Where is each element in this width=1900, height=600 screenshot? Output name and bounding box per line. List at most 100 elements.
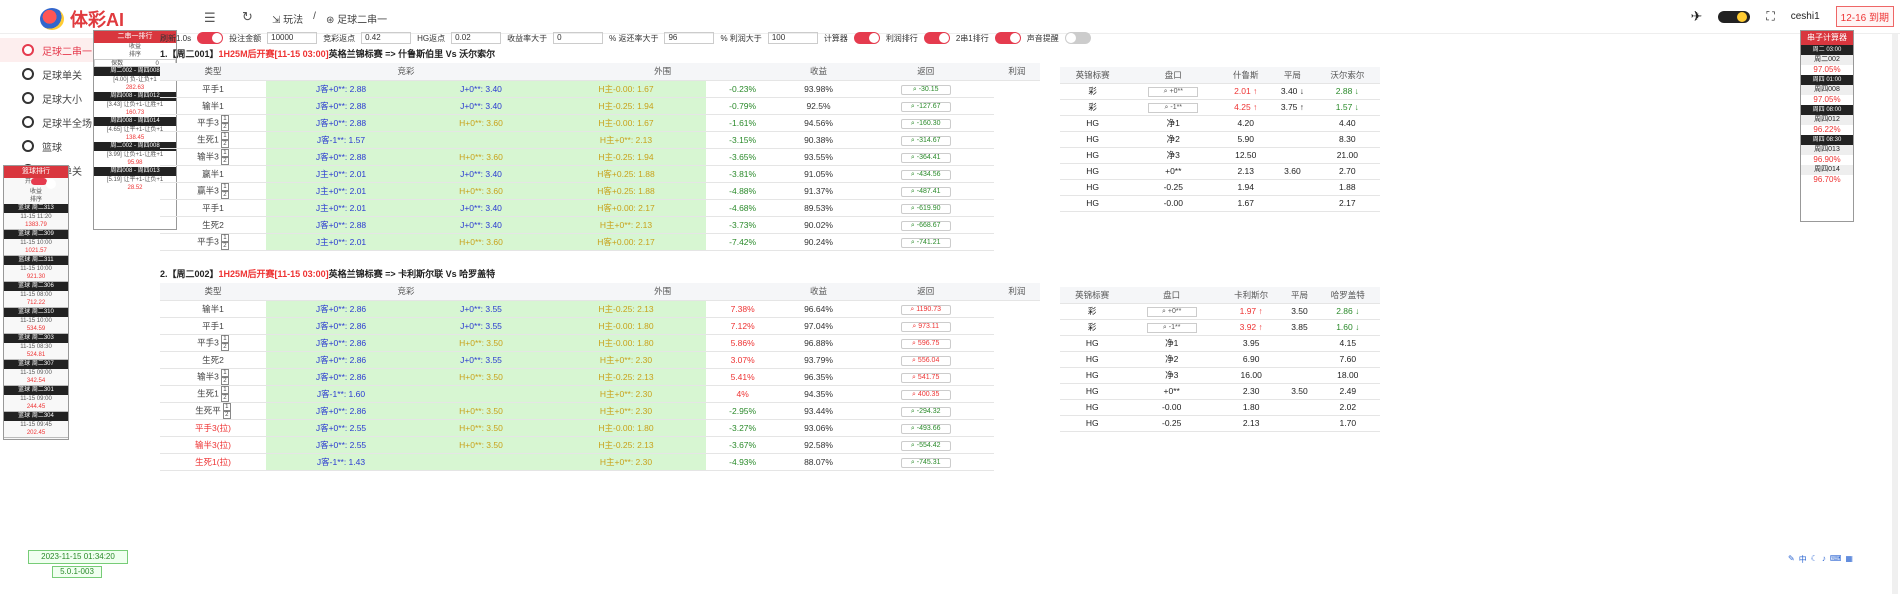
username[interactable]: ceshi1 <box>1790 11 1820 22</box>
rank-item[interactable]: 周四008 - 周四012 [3.43] 让负+1-让胜+1 160.73 <box>94 92 176 117</box>
moon-icon[interactable]: ☾ <box>1810 554 1818 563</box>
profit-value[interactable]: ⌕ -493.66 <box>900 423 951 434</box>
refresh-rate[interactable]: 刷新1.0s <box>160 33 192 43</box>
profit-value[interactable]: ⌕ 1190.73 <box>900 304 951 315</box>
odds-row[interactable]: HG 净2 6.90 7.60 <box>1060 351 1380 368</box>
calc-toggle[interactable] <box>853 32 880 44</box>
profit-value[interactable]: ⌕ -487.41 <box>900 186 951 197</box>
table-row[interactable]: 生死2 J客+0**: 2.88 J+0**: 3.40 H主+0**: 2.13 -3… <box>160 216 1040 234</box>
edit-icon[interactable]: ✎ <box>1788 554 1795 563</box>
profit-value[interactable]: ⌕ -314.67 <box>900 135 951 146</box>
table-row[interactable]: 输半3 1 2 J客+0**: 2.86 H+0**: 3.50 H主-0.25: 2.1… <box>160 368 1040 386</box>
toggle-switch[interactable] <box>31 178 56 189</box>
odds-row[interactable]: HG +0** 2.30 3.50 2.49 <box>1060 383 1380 400</box>
table-row[interactable]: 平手3 1 2 J客+0**: 2.86 H+0**: 3.50 H主-0.00: 1.8… <box>160 334 1040 352</box>
profit-value[interactable]: ⌕ -364.41 <box>900 152 951 163</box>
odds-row[interactable]: 彩 ⌕ -1** 4.25 ↑ 3.75 ↑ 1.57 ↓ <box>1060 99 1380 116</box>
bet-toggle[interactable] <box>197 32 224 44</box>
table-row[interactable]: 生死1 1 2 J客-1**: 1.60 H主+0**: 2.30 4% 94.35% ⌕ 4… <box>160 385 1040 403</box>
grid-icon[interactable]: ▦ <box>1845 554 1853 563</box>
rank-item[interactable]: 周二002 - 周四008 [4.00] 负-让负+1 282.63 <box>94 67 176 92</box>
profit-value[interactable]: ⌕ -619.90 <box>900 203 951 214</box>
profit-value[interactable]: ⌕ -745.31 <box>900 457 951 468</box>
rank-item[interactable]: 篮球 周二309 11-15 10:00 1021.57 <box>4 230 68 256</box>
odds-row[interactable]: HG -0.25 1.94 1.88 <box>1060 179 1380 196</box>
handicap-box[interactable]: ⌕ -1** <box>1146 323 1197 333</box>
fullscreen-icon[interactable]: ⛶ <box>1766 9 1775 23</box>
sound-toggle[interactable] <box>1064 32 1091 44</box>
rank-item[interactable]: 篮球 周二303 11-15 08:30 524.81 <box>4 334 68 360</box>
rank-item[interactable]: 篮球 周二310 11-15 10:00 534.59 <box>4 308 68 334</box>
table-row[interactable]: 平手3 1 2 J客+0**: 2.88 H+0**: 3.60 H主-0.00: 1.6… <box>160 114 1040 132</box>
hg-rebate-input[interactable]: 0.02 <box>451 32 502 44</box>
odds-row[interactable]: HG 净3 12.50 21.00 <box>1060 147 1380 164</box>
rank-item[interactable]: 篮球 周二311 11-15 10:00 921.30 <box>4 256 68 282</box>
profit-value[interactable]: ⌕ -554.42 <box>900 440 951 451</box>
table-row[interactable]: 输半3 1 2 J客+0**: 2.88 H+0**: 3.60 H主-0.25: 1.9… <box>160 148 1040 166</box>
profit-value[interactable]: ⌕ -30.15 <box>900 84 951 95</box>
profit-value[interactable]: ⌕ 596.75 <box>900 338 951 349</box>
profit-value[interactable]: ⌕ -741.21 <box>900 237 951 248</box>
profit-value[interactable]: ⌕ -434.56 <box>900 169 951 180</box>
odds-row[interactable]: HG 净1 3.95 4.15 <box>1060 335 1380 352</box>
profit-input[interactable]: 0 <box>553 32 604 44</box>
rank-item[interactable]: 周二002 - 周四008 [3.99] 让负+1-让胜+1 95.98 <box>94 142 176 167</box>
keyboard-icon[interactable]: ⌨ <box>1829 554 1842 563</box>
table-row[interactable]: 赢半1 J主+0**: 2.01 J+0**: 3.40 H客+0.25: 1.88-… <box>160 165 1040 183</box>
rank-item[interactable]: 周四008 - 周四014 [4.65] 让平+1-让负+1 138.45 <box>94 117 176 142</box>
table-row[interactable]: 平手1 J主+0**: 2.01 J+0**: 3.40 H客+0.00: 2.17-… <box>160 199 1040 217</box>
handicap-box[interactable]: ⌕ +0** <box>1148 87 1199 97</box>
profit-value[interactable]: ⌕ 541.75 <box>900 372 951 383</box>
odds-row[interactable]: 彩 ⌕ -1** 3.92 ↑ 3.85 1.60 ↓ <box>1060 319 1380 336</box>
rank-item[interactable]: 篮球 周二304 11-15 09:45 202.45 <box>4 412 68 438</box>
table-row[interactable]: 输半1 J客+0**: 2.86 J+0**: 3.55 H主-0.25: 2.13 7… <box>160 300 1040 318</box>
profit-value[interactable]: ⌕ -127.67 <box>900 101 951 112</box>
rank-item[interactable]: 篮球 周二307 11-15 09:00 342.54 <box>4 360 68 386</box>
table-row[interactable]: 生死2 J客+0**: 2.86 J+0**: 3.55 H主+0**: 2.30 3.… <box>160 351 1040 369</box>
profit-value[interactable]: ⌕ 973.11 <box>900 321 951 332</box>
theme-toggle[interactable] <box>1718 10 1751 23</box>
breadcrumb-item[interactable]: ⊛ 足球二串一 <box>325 15 388 26</box>
profit-value[interactable]: ⌕ 556.04 <box>900 355 951 366</box>
bet-amount-input[interactable]: 10000 <box>267 32 318 44</box>
jc-rebate-input[interactable]: 0.42 <box>361 32 412 44</box>
profit-value[interactable]: ⌕ -668.67 <box>900 220 951 231</box>
refresh-icon[interactable]: ↻ <box>242 9 253 24</box>
sort-option[interactable]: 排序 <box>29 197 42 203</box>
nav-item[interactable]: 足球半全场 <box>0 110 100 134</box>
odds-row[interactable]: HG -0.00 1.80 2.02 <box>1060 399 1380 416</box>
handicap-box[interactable]: ⌕ -1** <box>1148 103 1199 113</box>
profit-value[interactable]: ⌕ -294.32 <box>900 406 951 417</box>
table-row[interactable]: 生死1(拉) J客-1**: 1.43 H主+0**: 2.30 -4.93% 88.0… <box>160 453 1040 471</box>
table-row[interactable]: 平手1 J客+0**: 2.86 J+0**: 3.55 H主-0.00: 1.80 7… <box>160 317 1040 335</box>
rank-item[interactable]: 篮球 周二301 11-15 09:00 244.45 <box>4 386 68 412</box>
sort-option[interactable]: 收益 <box>128 44 141 50</box>
profit-value[interactable]: ⌕ -160.30 <box>900 118 951 129</box>
odds-row[interactable]: 彩 ⌕ +0** 2.01 ↑ 3.40 ↓ 2.88 ↓ <box>1060 83 1380 100</box>
nav-item[interactable]: 篮球 <box>0 134 100 158</box>
nav-item[interactable]: 足球二串一 <box>0 38 100 62</box>
margin-input[interactable]: 100 <box>767 32 818 44</box>
odds-row[interactable]: HG 净1 4.20 4.40 <box>1060 115 1380 132</box>
sort-option[interactable]: 排序 <box>128 52 141 58</box>
parlay-rank-toggle[interactable] <box>994 32 1021 44</box>
rank-item[interactable]: 篮球 周二306 11-15 08:00 712.22 <box>4 282 68 308</box>
table-row[interactable]: 输半1 J客+0**: 2.88 J+0**: 3.40 H主-0.25: 1.94-… <box>160 97 1040 115</box>
rank-item[interactable]: 周四008 - 周四013 [5.19] 让平+1-让负+1 28.52 <box>94 167 176 192</box>
table-row[interactable]: 输半3(拉) J客+0**: 2.55 H+0**: 3.50 H主-0.25: 2.… <box>160 436 1040 454</box>
odds-row[interactable]: 彩 ⌕ +0** 1.97 ↑ 3.50 2.86 ↓ <box>1060 303 1380 320</box>
nav-item[interactable]: 足球单关 <box>0 62 100 86</box>
rebate-input[interactable]: 96 <box>664 32 715 44</box>
nav-item[interactable]: 足球大小 <box>0 86 100 110</box>
lang-icon[interactable]: 中 <box>1798 555 1807 564</box>
breadcrumb-item[interactable]: ⇲ 玩法 <box>272 15 304 26</box>
